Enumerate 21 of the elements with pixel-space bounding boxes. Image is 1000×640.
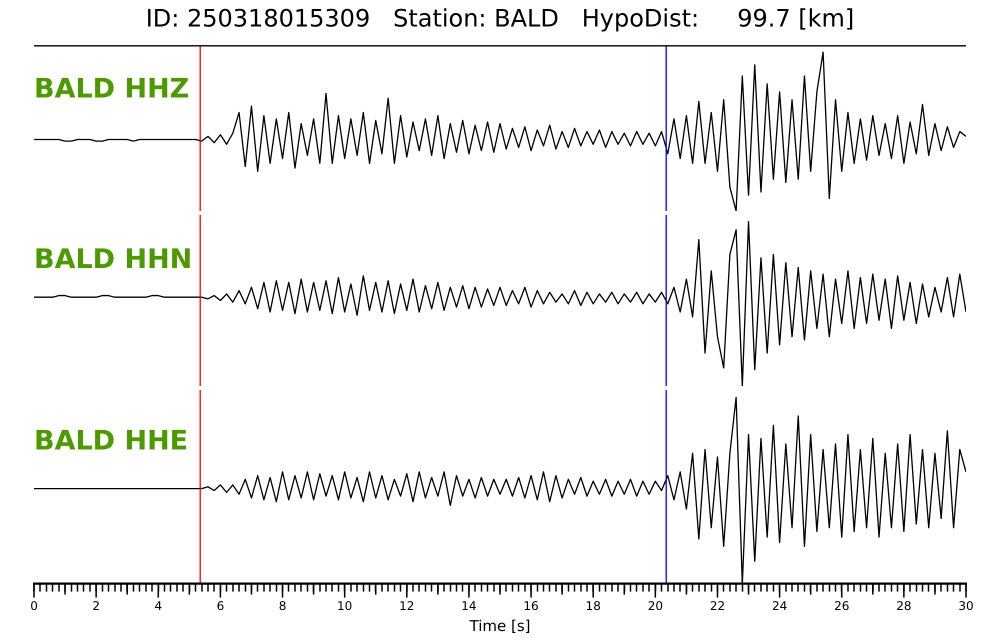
x-tick-label: 10 <box>337 598 352 613</box>
x-tick-label: 24 <box>772 598 788 613</box>
x-tick-label: 16 <box>523 598 539 613</box>
x-tick-label: 12 <box>399 598 414 613</box>
series-label: BALD HHZ <box>34 73 190 104</box>
x-tick-label: 0 <box>30 598 38 613</box>
x-tick-label: 14 <box>461 598 477 613</box>
chart-title: ID: 250318015309 Station: BALD HypoDist: 99.7 [km] <box>146 4 854 33</box>
x-tick-label: 22 <box>710 598 726 613</box>
x-tick-label: 26 <box>834 598 850 613</box>
series-label: BALD HHN <box>34 244 192 276</box>
x-tick-label: 18 <box>586 598 601 613</box>
x-tick-label: 8 <box>278 598 286 613</box>
x-tick-label: 30 <box>958 598 974 613</box>
x-tick-label: 2 <box>92 598 100 613</box>
x-tick-label: 6 <box>216 598 224 613</box>
x-axis-title: Time [s] <box>468 616 530 635</box>
x-tick-label: 20 <box>648 598 663 613</box>
series-label: BALD HHE <box>34 425 188 456</box>
x-tick-label: 4 <box>154 598 162 613</box>
x-tick-label: 28 <box>896 598 912 613</box>
